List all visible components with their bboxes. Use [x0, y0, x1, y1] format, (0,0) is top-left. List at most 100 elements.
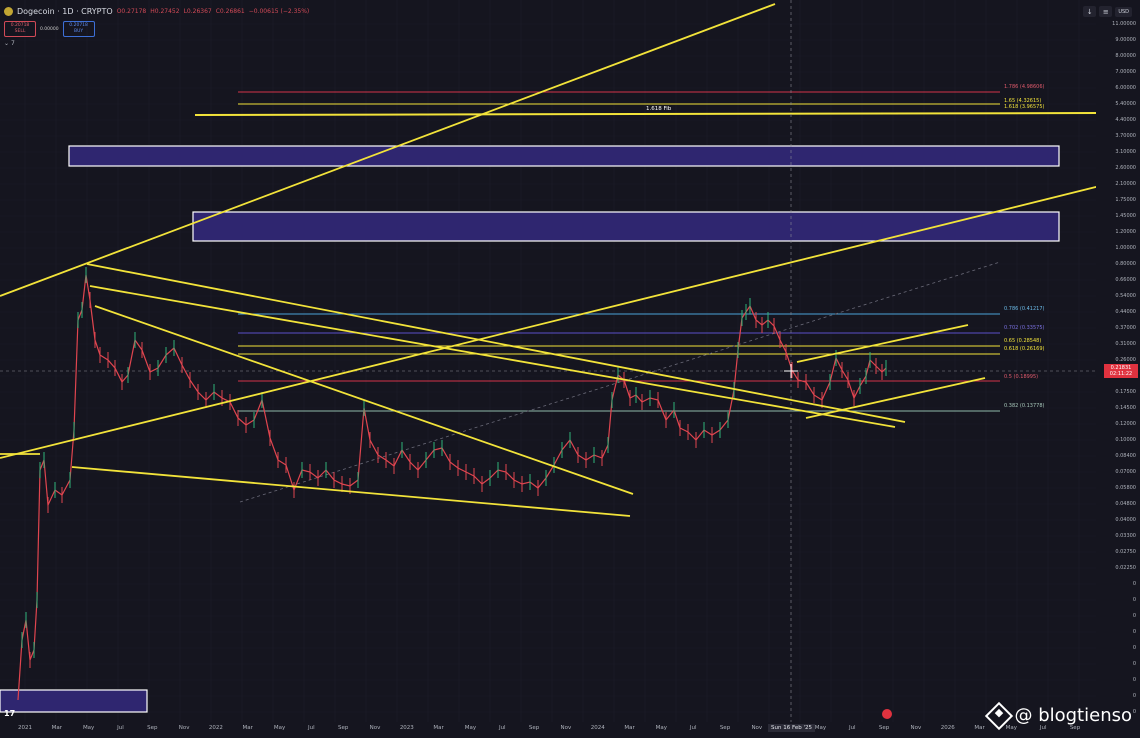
fib-label-0618: 0.618 (0.26169)	[1004, 346, 1045, 352]
time-axis-label: Jul	[848, 725, 856, 731]
price-axis-label: 0	[1132, 693, 1136, 699]
ohlc-close: C0.26861	[215, 8, 245, 15]
trendline-long-resistance	[0, 3, 776, 297]
watermark-text: @ blogtienso	[1014, 705, 1132, 726]
sell-button[interactable]: 0.20718 SELL	[4, 21, 36, 37]
candlestick-series	[17, 267, 887, 701]
watermark: @ blogtienso	[985, 701, 1132, 730]
fib-label-0786: 0.786 (0.41217)	[1004, 306, 1045, 312]
time-axis-label: May	[273, 725, 286, 731]
time-axis-label: Sep	[719, 725, 731, 731]
price-chart[interactable]	[0, 0, 1096, 722]
time-axis-label: May	[814, 725, 827, 731]
top-right-controls: ↓ ≡ USD	[1083, 6, 1132, 17]
time-axis-label: Nov	[751, 725, 763, 731]
symbol-header[interactable]: Dogecoin · 1D · CRYPTO O0.27178 H0.27452…	[4, 7, 309, 16]
price-axis-label: 0.07000	[1115, 469, 1136, 475]
price-axis-label: 0.12000	[1115, 421, 1136, 427]
price-axis-label: 4.40000	[1115, 117, 1136, 123]
current-price-value: 0.21831	[1110, 365, 1132, 371]
time-axis-label: 2022	[208, 725, 223, 731]
time-axis-label: Sep	[147, 725, 158, 731]
fib-label-0382: 0.382 (0.13778)	[1004, 403, 1045, 409]
buy-label: BUY	[74, 29, 84, 34]
price-axis-label: 6.00000	[1115, 85, 1136, 91]
resistance-zone-lower[interactable]	[192, 211, 1060, 242]
buy-button[interactable]: 0.20718 BUY	[62, 21, 95, 37]
time-axis[interactable]: 2021 Mar May Jul Sep Nov 2022 Mar May Jul Sep Nov 20…	[0, 722, 1100, 738]
price-axis-label: 7.00000	[1115, 69, 1136, 75]
current-price-tag: 0.21831 02:11:22	[1104, 364, 1138, 378]
support-zone-bottom[interactable]	[0, 689, 148, 713]
indicators-toggle[interactable]: ⌄ 7	[4, 40, 15, 47]
time-axis-label: May	[1005, 725, 1018, 731]
price-axis-label: 0.31000	[1115, 341, 1136, 347]
time-axis-label: Jul	[689, 725, 697, 731]
fib-label-1618: 1.618 (3.96575)	[1004, 104, 1045, 110]
bottom-left-label: 17	[4, 709, 16, 718]
dashed-trendline	[239, 261, 1001, 503]
price-axis-label: 0.54000	[1115, 293, 1136, 299]
price-axis-label: 3.70000	[1115, 133, 1136, 139]
symbol-title[interactable]: Dogecoin · 1D · CRYPTO	[17, 7, 113, 16]
time-axis-label: Nov	[560, 725, 572, 731]
fib-label-165: 1.65 (4.32615)	[1004, 98, 1042, 104]
trendline-bottom	[71, 466, 631, 517]
price-axis[interactable]: 11.00000 9.00000 8.00000 7.00000 6.00000 5.40…	[1096, 0, 1140, 738]
price-axis-label: 11.00000	[1112, 21, 1136, 27]
price-axis-label: 0.80000	[1115, 261, 1136, 267]
trendline-desc-3	[94, 305, 634, 495]
time-axis-label: Jul	[308, 725, 315, 731]
fib-label-1786: 1.786 (4.98606)	[1004, 84, 1045, 90]
price-axis-label: 2.60000	[1115, 165, 1136, 171]
time-axis-label: Mar	[51, 725, 63, 731]
price-axis-label: 0.03300	[1115, 533, 1136, 539]
trendline-desc-1	[86, 263, 906, 423]
price-axis-label: 0.04800	[1115, 501, 1136, 507]
price-axis-label: 5.40000	[1115, 101, 1136, 107]
price-axis-label: 9.00000	[1115, 37, 1136, 43]
price-axis-label: 1.45000	[1115, 213, 1136, 219]
trade-panel: 0.20718 SELL 0.00000 0.20718 BUY	[4, 21, 95, 37]
time-axis-label: 2024	[590, 725, 605, 731]
time-axis-label: Jul	[1039, 725, 1047, 731]
time-axis-label: May	[655, 725, 668, 731]
ohlc-low: L0.26367	[183, 8, 212, 15]
price-axis-label: 0	[1132, 581, 1136, 587]
price-axis-label: 0.14500	[1115, 405, 1136, 411]
ohlc-open: O0.27178	[116, 8, 147, 15]
price-axis-label: 0	[1132, 613, 1136, 619]
price-axis-label: 3.10000	[1115, 149, 1136, 155]
price-axis-label: 0.04000	[1115, 517, 1136, 523]
current-price-timer: 02:11:22	[1109, 371, 1133, 377]
time-axis-label: Mar	[242, 725, 253, 731]
trendline-desc-2	[89, 285, 896, 428]
spread-value: 0.00000	[40, 26, 59, 32]
currency-selector[interactable]: USD	[1115, 6, 1132, 17]
price-axis-label: 0.05800	[1115, 485, 1136, 491]
time-axis-label: Sep	[878, 725, 890, 731]
resistance-zone-upper[interactable]	[68, 145, 1060, 167]
price-axis-label: 0	[1132, 709, 1136, 715]
price-axis-label: 2.10000	[1115, 181, 1136, 187]
price-axis-label: 1.20000	[1115, 229, 1136, 235]
price-axis-label: 0	[1132, 629, 1136, 635]
time-axis-label: Sep	[528, 725, 540, 731]
time-axis-label: 2021	[18, 725, 32, 731]
price-axis-label: 0	[1132, 645, 1136, 651]
time-axis-label: Jul	[117, 725, 124, 731]
menu-icon[interactable]: ≡	[1099, 6, 1113, 17]
price-axis-label: 0	[1132, 661, 1136, 667]
trendlines	[0, 3, 1096, 517]
trendline-channel-bottom	[805, 377, 986, 419]
arrow-down-icon[interactable]: ↓	[1083, 6, 1097, 17]
event-marker-icon	[882, 709, 892, 719]
time-axis-label: Nov	[910, 725, 922, 731]
time-axis-label: May	[464, 725, 477, 731]
ohlc-change: −0.00615 (−2.35%)	[248, 8, 310, 15]
time-axis-label: Nov	[178, 725, 190, 731]
price-axis-label: 0.44000	[1115, 309, 1136, 315]
time-axis-label: Mar	[974, 725, 985, 731]
trendline-channel-top	[796, 324, 969, 363]
price-axis-label: 0.66000	[1115, 277, 1136, 283]
